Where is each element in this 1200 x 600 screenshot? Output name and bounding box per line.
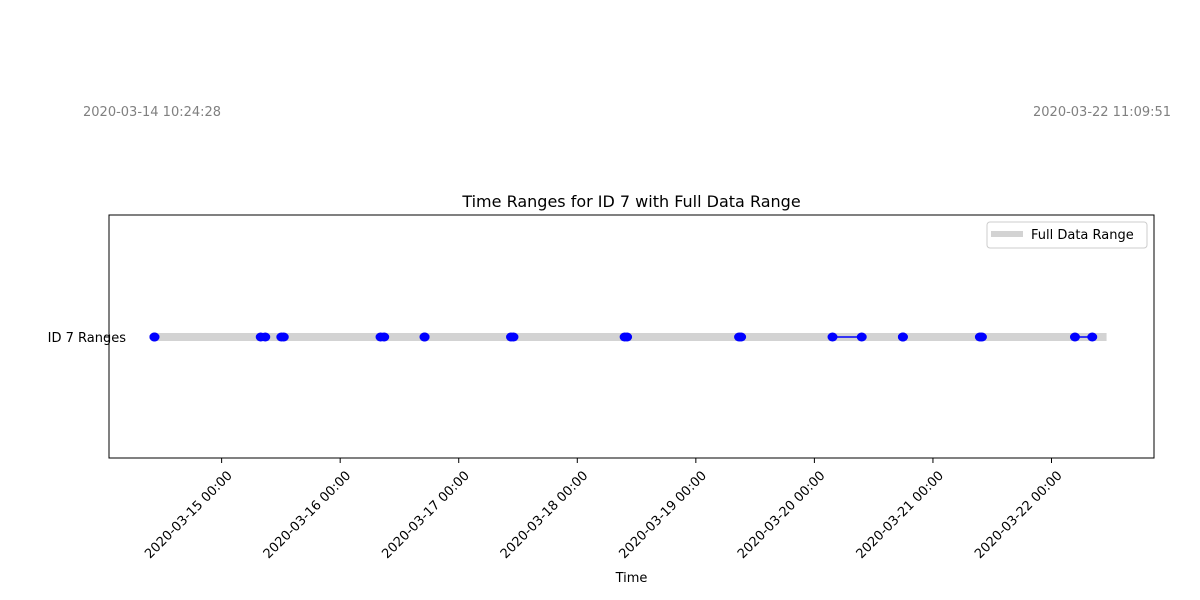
range-9-start-point (827, 332, 838, 342)
range-8-end-point (736, 332, 747, 342)
range-12-end-point (1087, 332, 1098, 342)
x-tick-label: 2020-03-22 00:00 (972, 468, 1065, 561)
ranges-layer (149, 332, 1098, 342)
x-tick-label: 2020-03-16 00:00 (261, 468, 354, 561)
range-10-end-point (897, 332, 908, 342)
range-11-end-point (976, 332, 987, 342)
end-time-label: 2020-03-22 11:09:51 (1033, 105, 1171, 120)
chart-title: Time Ranges for ID 7 with Full Data Rang… (461, 192, 800, 211)
range-9-end-point (856, 332, 867, 342)
range-6-end-point (508, 332, 519, 342)
legend-label: Full Data Range (1031, 228, 1134, 243)
x-tick-label: 2020-03-18 00:00 (498, 468, 591, 561)
range-12-start-point (1069, 332, 1080, 342)
x-tick-label: 2020-03-17 00:00 (379, 468, 472, 561)
range-1-end-point (149, 332, 160, 342)
x-axis: 2020-03-15 00:00 2020-03-16 00:00 2020-03-… (142, 458, 1066, 562)
range-7-end-point (622, 332, 633, 342)
range-2-end-point (260, 332, 271, 342)
legend-box (986, 221, 1148, 249)
start-time-label: 2020-03-14 10:24:28 (83, 105, 221, 120)
x-tick-label: 2020-03-19 00:00 (616, 468, 709, 561)
x-tick-label: 2020-03-20 00:00 (735, 468, 828, 561)
y-tick-label: ID 7 Ranges (48, 331, 127, 346)
range-4-end-point (379, 332, 390, 342)
legend: Full Data Range (986, 221, 1148, 249)
range-3-end-point (278, 332, 289, 342)
x-tick-label: 2020-03-21 00:00 (854, 468, 947, 561)
x-axis-label: Time (615, 571, 648, 586)
range-5-end-point (419, 332, 430, 342)
x-tick-label: 2020-03-15 00:00 (142, 468, 235, 561)
y-axis: ID 7 Ranges (48, 331, 127, 346)
